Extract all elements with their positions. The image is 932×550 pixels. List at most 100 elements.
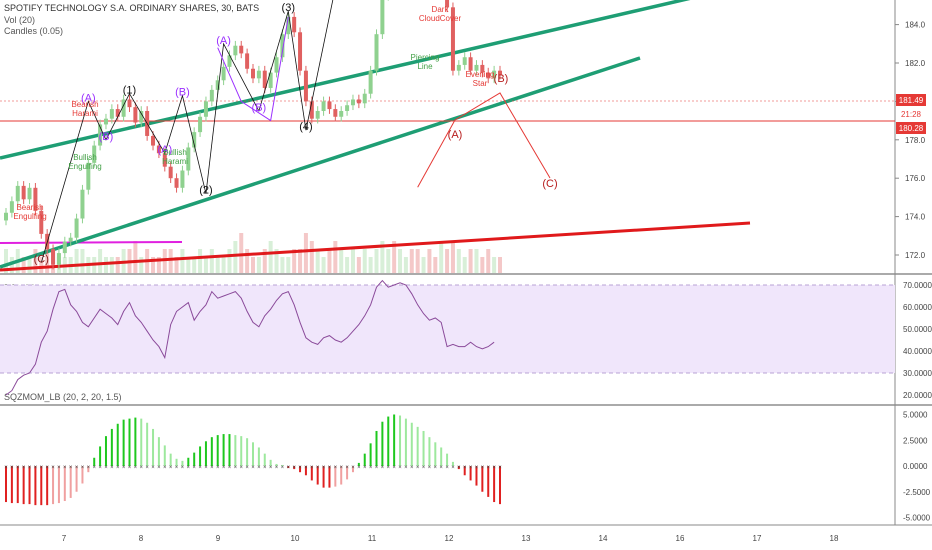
elliott-wave-path[interactable] bbox=[40, 0, 341, 263]
candle-body bbox=[15, 185, 20, 202]
pattern-annotation[interactable]: Bullish bbox=[73, 153, 97, 162]
squeeze-dot: × bbox=[275, 465, 279, 471]
last-price-value: 181.49 bbox=[899, 96, 924, 105]
vol-indicator-label[interactable]: Vol (20) bbox=[4, 15, 36, 25]
pattern-annotation[interactable]: Bearish bbox=[71, 100, 98, 109]
projected-correction-path[interactable] bbox=[417, 92, 551, 188]
trendline-support[interactable] bbox=[0, 221, 751, 272]
volume-bar bbox=[33, 249, 38, 273]
pattern-annotation[interactable]: Harami bbox=[162, 157, 188, 166]
pattern-annotation[interactable]: CloudCover bbox=[419, 14, 462, 23]
volume-bar bbox=[492, 257, 497, 273]
volume-bar bbox=[4, 249, 8, 273]
wave-label[interactable]: (4) bbox=[299, 121, 312, 133]
candle-body bbox=[251, 68, 255, 79]
squeeze-dot: × bbox=[369, 465, 373, 471]
wave-label[interactable]: (3) bbox=[282, 2, 295, 14]
squeeze-dot: × bbox=[175, 465, 179, 471]
candle-body bbox=[239, 45, 244, 54]
volume-bar bbox=[374, 249, 379, 273]
volume-bar bbox=[262, 249, 267, 273]
last-price-badge bbox=[896, 94, 926, 106]
wave-label[interactable]: (2) bbox=[199, 185, 212, 197]
sqz-tick-label: 5.0000 bbox=[903, 411, 928, 420]
pattern-annotation[interactable]: Bullish bbox=[163, 148, 187, 157]
candle-body bbox=[21, 185, 26, 200]
candle-body bbox=[268, 72, 273, 88]
wave-label[interactable]: (1) bbox=[123, 85, 136, 97]
pattern-annotation[interactable]: Harami bbox=[72, 109, 98, 118]
volume-bar bbox=[9, 257, 14, 273]
rsi-line[interactable] bbox=[5, 279, 495, 396]
candle-body bbox=[133, 107, 138, 123]
pattern-annotation[interactable]: Engulfing bbox=[13, 212, 46, 221]
volume-bar bbox=[339, 249, 344, 273]
volume-bar bbox=[280, 257, 285, 273]
wave-label[interactable]: (A) bbox=[81, 92, 96, 104]
candle-body bbox=[56, 253, 61, 265]
time-tick-label: 8 bbox=[139, 534, 144, 543]
volume-bar bbox=[409, 249, 414, 273]
pattern-annotation[interactable]: Evening bbox=[466, 70, 495, 79]
wave-label[interactable]: (B) bbox=[175, 87, 190, 99]
sqzmom-indicator-label[interactable]: SQZMOM_LB (20, 2, 20, 1.5) bbox=[4, 392, 122, 402]
candle-body bbox=[280, 34, 285, 58]
level-price-value: 180.28 bbox=[899, 124, 924, 133]
rsi-tick-label: 70.0000 bbox=[903, 281, 932, 290]
candles-indicator-label[interactable]: Candles (0.05) bbox=[4, 26, 64, 36]
pattern-annotation[interactable]: Line bbox=[417, 62, 433, 71]
squeeze-dot: × bbox=[310, 465, 314, 471]
candle-body bbox=[256, 70, 261, 79]
wave-label[interactable]: (B) bbox=[494, 73, 509, 85]
volume-bar bbox=[309, 241, 314, 273]
wave-label[interactable]: (A) bbox=[448, 129, 463, 141]
price-tick-label: 172.0 bbox=[905, 251, 926, 260]
candle-body bbox=[486, 72, 491, 79]
pattern-annotation[interactable]: Bearish bbox=[16, 203, 43, 212]
volume-bar bbox=[139, 257, 144, 273]
candle-body bbox=[262, 70, 267, 88]
pattern-annotation[interactable]: Dark bbox=[432, 5, 450, 14]
wave-label[interactable]: (B) bbox=[99, 131, 114, 143]
sub-wave-path[interactable] bbox=[217, 16, 289, 122]
squeeze-dot: × bbox=[269, 465, 273, 471]
squeeze-dot: × bbox=[434, 465, 438, 471]
squeeze-dot: × bbox=[145, 465, 149, 471]
volume-bar bbox=[386, 249, 391, 273]
volume-bar bbox=[209, 249, 214, 273]
squeeze-dot: × bbox=[292, 465, 296, 471]
volume-bar bbox=[462, 257, 467, 273]
channel-lower-line[interactable] bbox=[0, 56, 641, 269]
candle-body bbox=[462, 57, 467, 65]
channel-upper-line[interactable] bbox=[0, 0, 700, 160]
squeeze-dot: × bbox=[4, 465, 8, 471]
chart-title: SPOTIFY TECHNOLOGY S.A. ORDINARY SHARES,… bbox=[4, 3, 260, 13]
candle-body bbox=[109, 109, 114, 119]
volume-bar bbox=[303, 233, 308, 273]
squeeze-dot: × bbox=[122, 465, 126, 471]
pattern-annotation[interactable]: Engulfing bbox=[68, 162, 101, 171]
price-tick-label: 178.0 bbox=[905, 136, 926, 145]
wave-label[interactable]: (C) bbox=[542, 178, 557, 190]
pattern-annotation[interactable]: Star bbox=[473, 79, 488, 88]
pattern-annotation[interactable]: Piercing bbox=[411, 53, 440, 62]
squeeze-dot: × bbox=[339, 465, 343, 471]
volume-bar bbox=[80, 249, 85, 273]
volume-bar bbox=[368, 257, 373, 273]
volume-bar bbox=[156, 257, 161, 273]
wave-label[interactable]: (B) bbox=[252, 102, 267, 114]
magenta-level-line[interactable] bbox=[0, 241, 183, 244]
squeeze-dot: × bbox=[463, 465, 467, 471]
squeeze-dot: × bbox=[304, 465, 308, 471]
wave-label[interactable]: (A) bbox=[216, 35, 231, 47]
squeeze-dot: × bbox=[228, 465, 232, 471]
wave-label[interactable]: (A) bbox=[157, 144, 172, 156]
volume-bar bbox=[192, 257, 197, 273]
squeeze-dot: × bbox=[381, 465, 385, 471]
volume-bar bbox=[286, 257, 291, 273]
volume-bar bbox=[345, 257, 350, 273]
wave-label[interactable]: (C) bbox=[34, 254, 49, 266]
squeeze-dot: × bbox=[110, 465, 114, 471]
time-tick-label: 18 bbox=[830, 534, 839, 543]
